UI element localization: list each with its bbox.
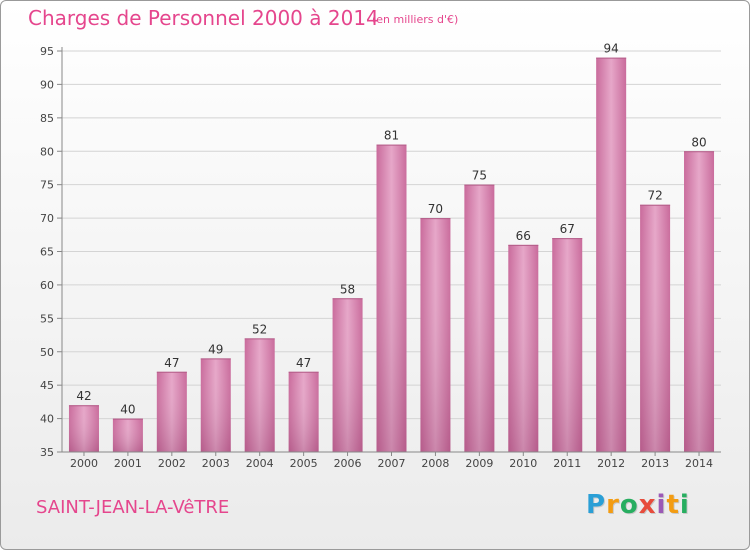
x-tick-label: 2010 (509, 457, 537, 470)
logo-letter: i (679, 490, 690, 520)
x-tick-label: 2011 (553, 457, 581, 470)
x-tick-label: 2005 (290, 457, 318, 470)
x-tick-label: 2006 (334, 457, 362, 470)
bar-shade (244, 338, 275, 452)
bar-shade (200, 358, 231, 452)
data-label: 67 (560, 222, 575, 236)
y-tick-label: 45 (40, 379, 54, 392)
data-label: 75 (472, 169, 487, 183)
data-label: 80 (691, 135, 706, 149)
data-label: 47 (296, 356, 311, 370)
y-tick-label: 55 (40, 312, 54, 325)
data-label: 70 (428, 202, 443, 216)
y-tick-label: 40 (40, 413, 54, 426)
x-tick-label: 2012 (597, 457, 625, 470)
y-tick-label: 85 (40, 112, 54, 125)
data-label: 47 (164, 356, 179, 370)
y-tick-label: 90 (40, 78, 54, 91)
bars: 42 40 47 49 52 47 58 81 70 75 66 67 94 72 80 (68, 42, 715, 453)
data-label: 49 (208, 342, 223, 356)
chart-subtitle: (en milliers d'€) (372, 13, 459, 26)
data-label: 94 (604, 42, 619, 56)
bar-shade (68, 405, 99, 452)
bar-shade (112, 418, 143, 452)
data-label: 52 (252, 322, 267, 336)
bar-shade (684, 151, 715, 452)
x-tick-label: 2004 (246, 457, 274, 470)
bar-shade (420, 218, 451, 452)
x-tick-label: 2001 (114, 457, 142, 470)
bar-shade (332, 298, 363, 452)
bar-shade (552, 238, 583, 452)
data-label: 81 (384, 129, 399, 143)
data-label: 40 (120, 403, 135, 417)
chart-title: Charges de Personnel 2000 à 2014 (28, 6, 379, 30)
y-tick-label: 35 (40, 446, 54, 459)
logo-letter: x (638, 490, 657, 520)
bar-shade (596, 57, 627, 452)
x-tick-label: 2013 (641, 457, 669, 470)
commune-name: SAINT-JEAN-LA-VêTRE (36, 497, 230, 518)
bar-shade (288, 371, 319, 452)
x-tick-label: 2003 (202, 457, 230, 470)
x-tick-label: 2008 (421, 457, 449, 470)
logo-letter: o (619, 490, 639, 520)
x-tick-label: 2009 (465, 457, 493, 470)
bar-shade (508, 244, 539, 452)
bar-shade (640, 204, 671, 452)
x-tick-label: 2000 (70, 457, 98, 470)
logo-letter: t (666, 490, 680, 520)
logo-letter: r (606, 490, 620, 520)
data-label: 72 (647, 189, 662, 203)
y-tick-label: 70 (40, 212, 54, 225)
x-tick-label: 2002 (158, 457, 186, 470)
data-label: 58 (340, 282, 355, 296)
logo-letter: i (656, 490, 667, 520)
y-tick-label: 80 (40, 145, 54, 158)
y-tick-label: 50 (40, 346, 54, 359)
y-tick-label: 65 (40, 246, 54, 259)
bar-shade (156, 371, 187, 452)
bar-shade (464, 184, 495, 452)
y-tick-label: 60 (40, 279, 54, 292)
bar-shade (376, 144, 407, 453)
axes: 35 40 45 50 55 60 65 70 75 80 85 90 95 2000 2001 2002 20… (40, 45, 721, 470)
data-label: 66 (516, 229, 531, 243)
x-tick-label: 2007 (378, 457, 406, 470)
y-tick-label: 95 (40, 45, 54, 58)
data-label: 42 (76, 389, 91, 403)
logo-letter: P (586, 490, 607, 520)
y-tick-label: 75 (40, 179, 54, 192)
x-tick-label: 2014 (685, 457, 713, 470)
proxiti-logo: Proxiti (586, 490, 690, 520)
